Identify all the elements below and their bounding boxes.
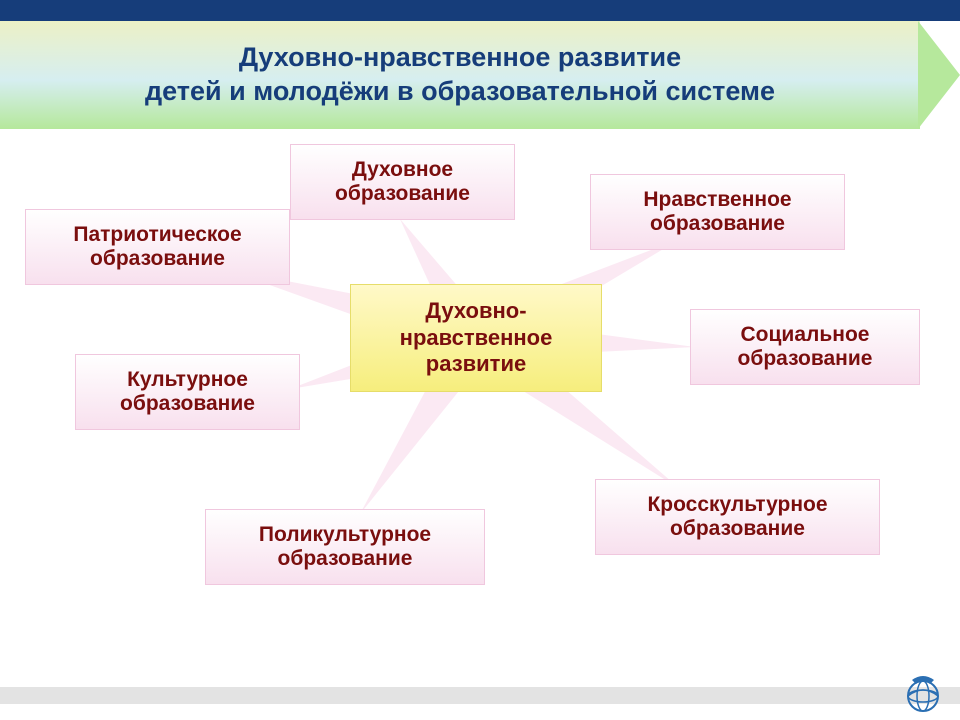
node-label-l2: образование [650,212,785,235]
node-label-l2: образование [278,547,413,570]
center-label-l2: нравственное [400,325,553,350]
node-social: Социальноеобразование [690,309,920,385]
node-label-l1: Культурное [127,368,248,391]
node-label-l2: образование [335,182,470,205]
bottom-divider-bar [0,687,960,704]
node-label-l2: образование [120,392,255,415]
title-line-1: Духовно-нравственное развитие [239,42,681,72]
node-label-l2: образование [90,247,225,270]
node-label-l1: Социальное [741,323,870,346]
node-label-l1: Духовное [352,158,453,181]
globe-logo-icon [900,674,946,714]
node-label-l1: Патриотическое [73,223,241,246]
node-label-l1: Кросскультурное [647,493,827,516]
node-label: Патриотическоеобразование [73,223,241,271]
node-label-l1: Нравственное [643,188,791,211]
diagram-canvas: Духовно- нравственное развитие Духовноео… [0,129,960,689]
node-spiritual: Духовноеобразование [290,144,515,220]
top-accent-bar [0,0,960,21]
node-label-l2: образование [738,347,873,370]
node-label-l1: Поликультурное [259,523,431,546]
node-label: Культурноеобразование [120,368,255,416]
node-cultural: Культурноеобразование [75,354,300,430]
title-line-2: детей и молодёжи в образовательной систе… [145,76,775,106]
node-label: Социальноеобразование [738,323,873,371]
title-banner-arrow-icon [918,21,960,129]
node-patriotic: Патриотическоеобразование [25,209,290,285]
center-node-label: Духовно- нравственное развитие [400,298,553,377]
center-label-l1: Духовно- [425,298,526,323]
node-label: Кросскультурноеобразование [647,493,827,541]
node-label: Нравственноеобразование [643,188,791,236]
node-polycultural: Поликультурноеобразование [205,509,485,585]
node-moral: Нравственноеобразование [590,174,845,250]
center-node: Духовно- нравственное развитие [350,284,602,392]
center-label-l3: развитие [426,351,526,376]
node-label: Духовноеобразование [335,158,470,206]
node-label-l2: образование [670,517,805,540]
node-label: Поликультурноеобразование [259,523,431,571]
title-banner: Духовно-нравственное развитие детей и мо… [0,21,920,129]
node-crosscultural: Кросскультурноеобразование [595,479,880,555]
page-title: Духовно-нравственное развитие детей и мо… [115,41,805,109]
